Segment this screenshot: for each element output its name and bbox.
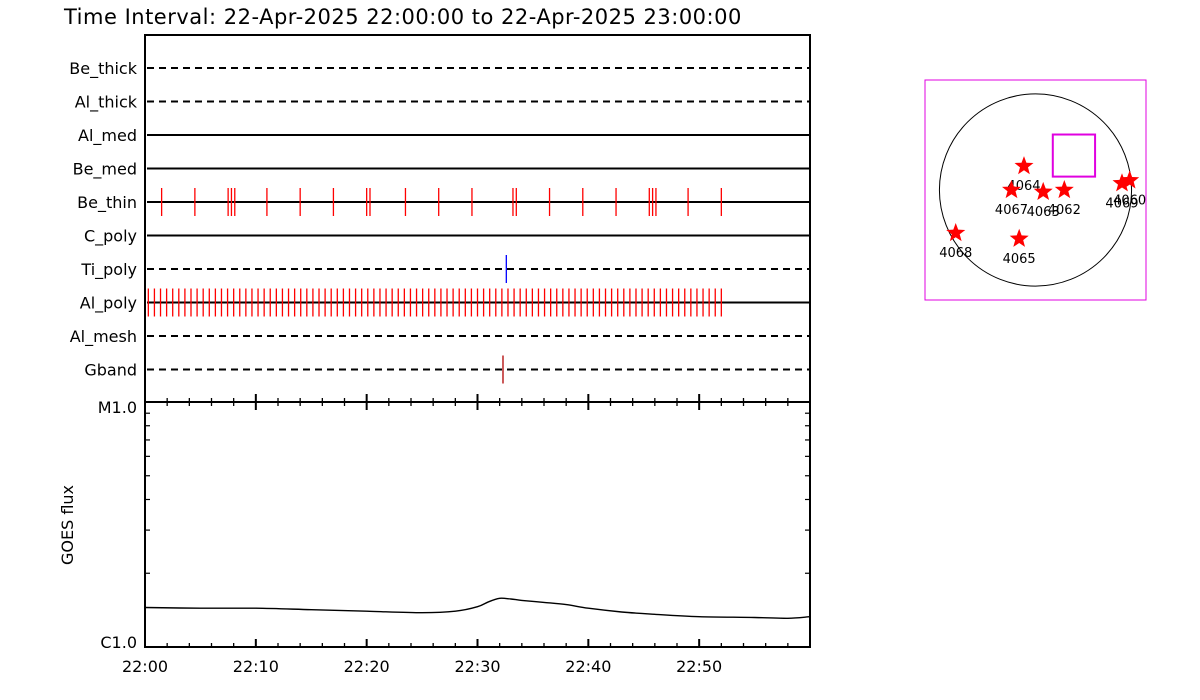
x-tick-label: 22:30 (454, 657, 500, 676)
goes-ylabel: GOES flux (58, 485, 77, 565)
region-star-icon (1120, 170, 1140, 189)
y-tick-label-m1: M1.0 (98, 398, 137, 417)
active-region-4068: 4068 (939, 223, 972, 261)
time-axis: 22:00 22:10 22:20 22:30 22:40 22:50 (122, 394, 811, 676)
channel-be_thin: Be_thin (77, 188, 810, 216)
channel-gband: Gband (84, 355, 810, 384)
goes-flux-line (144, 597, 811, 620)
active-region-4062: 4062 (1048, 180, 1081, 218)
channel-label: Al_poly (80, 294, 137, 314)
active-region-4067: 4067 (995, 180, 1028, 218)
active-region-4063: 4063 (1027, 181, 1060, 220)
solar-disk (938, 93, 1133, 287)
channel-label: Ti_poly (80, 260, 137, 280)
goes-panel: M1.0 C1.0 GOES flux (58, 398, 811, 652)
map-frame (924, 79, 1147, 301)
region-label: 4069 (1105, 196, 1138, 211)
x-tick-label: 22:50 (676, 657, 722, 676)
channel-al_med: Al_med (78, 126, 810, 146)
x-tick-label: 22:10 (233, 657, 279, 676)
active-region-4065: 4065 (1003, 228, 1036, 267)
timeline-frame (144, 34, 811, 403)
x-tick-label: 22:20 (344, 657, 390, 676)
region-star-icon (1112, 173, 1132, 192)
channel-label: Be_med (73, 160, 137, 180)
channel-label: Al_mesh (70, 327, 137, 347)
region-star-icon (946, 223, 966, 242)
channel-label: Gband (84, 361, 137, 380)
region-star-icon (1002, 180, 1021, 199)
region-label: 4067 (995, 203, 1028, 218)
region-label: 4068 (939, 246, 972, 261)
channel-be_thick: Be_thick (69, 59, 810, 79)
active-region-4060: 4060 (1113, 170, 1146, 208)
channel-al_mesh: Al_mesh (70, 327, 810, 347)
channel-al_poly: Al_poly (80, 288, 810, 317)
region-star-icon (1014, 156, 1034, 175)
x-tick-label: 22:00 (122, 657, 168, 676)
channel-be_med: Be_med (73, 160, 810, 180)
channel-label: Be_thick (69, 59, 137, 79)
region-star-icon (1033, 181, 1053, 200)
region-label: 4065 (1003, 252, 1036, 267)
channel-al_thick: Al_thick (75, 93, 810, 113)
detector-timeline: Be_thick Al_thick Al_med Be_med Be_thin C_pol… (69, 34, 811, 403)
active-region-4069: 4069 (1105, 173, 1139, 211)
region-label: 4062 (1048, 203, 1081, 218)
channel-label: C_poly (84, 227, 137, 247)
y-tick-label-c1: C1.0 (100, 633, 137, 652)
goes-frame (144, 401, 811, 648)
chart-title: Time Interval: 22-Apr-2025 22:00:00 to 2… (63, 5, 742, 29)
region-star-icon (1009, 228, 1029, 247)
channel-ti_poly: Ti_poly (80, 255, 810, 283)
x-tick-label: 22:40 (565, 657, 611, 676)
channel-label: Be_thin (77, 193, 137, 213)
fov-box (1051, 133, 1097, 178)
region-star-icon (1054, 180, 1074, 199)
channel-label: Al_thick (75, 93, 138, 113)
region-label: 4063 (1027, 205, 1060, 220)
channel-c_poly: C_poly (84, 227, 810, 247)
channel-label: Al_med (78, 126, 137, 146)
region-label: 4060 (1113, 193, 1146, 208)
